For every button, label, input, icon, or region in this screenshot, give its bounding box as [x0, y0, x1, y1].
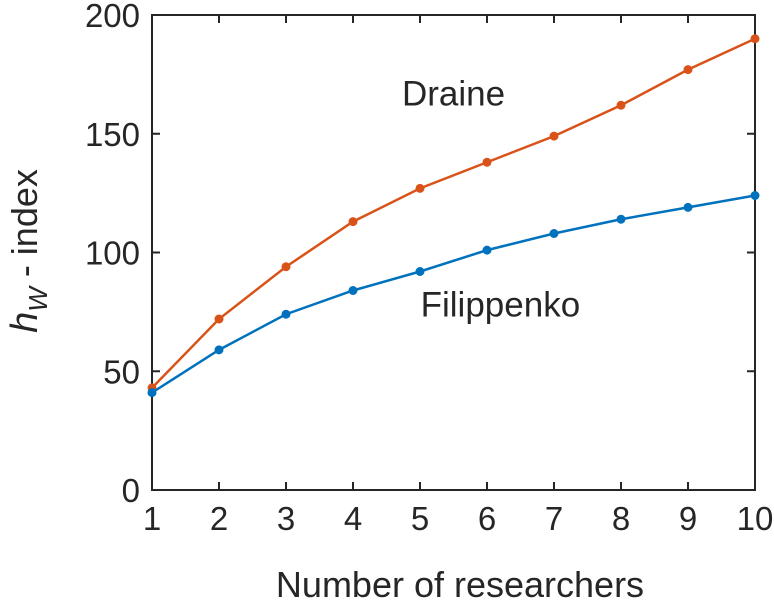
data-point-filippenko [616, 214, 626, 224]
y-axis-title-subscript: W [23, 285, 53, 312]
annotation-draine: Draine [402, 74, 505, 113]
data-point-draine [281, 262, 291, 272]
data-point-filippenko [348, 286, 358, 295]
y-tick-label: 100 [85, 235, 140, 272]
plot-area: 0 50 100 150 200 1 2 3 4 5 6 7 8 9 10 [85, 0, 773, 537]
series-draine [147, 34, 760, 393]
data-point-filippenko [750, 191, 760, 200]
annotation-filippenko: Filippenko [421, 286, 581, 325]
data-point-filippenko [281, 309, 291, 319]
data-point-filippenko [147, 388, 157, 398]
series-annotations: Draine Filippenko [402, 74, 580, 324]
x-tick-label: 4 [344, 500, 362, 537]
x-tick-label: 9 [679, 500, 697, 537]
x-tick-label: 8 [612, 500, 630, 537]
x-tick-label: 10 [737, 500, 774, 537]
data-point-draine [549, 131, 559, 141]
data-point-filippenko [214, 345, 224, 355]
data-point-draine [415, 183, 425, 193]
y-tick-label: 200 [85, 0, 140, 34]
data-point-draine [214, 314, 224, 324]
series-line-draine [151, 37, 756, 389]
data-point-filippenko [683, 202, 693, 212]
y-tick-label: 50 [103, 353, 140, 390]
x-tick-label: 1 [143, 500, 161, 537]
data-point-filippenko [415, 267, 425, 276]
y-tick-label: 150 [85, 116, 140, 153]
x-tick-label: 5 [411, 500, 429, 537]
x-tick-label: 2 [210, 500, 228, 537]
series-line-filippenko [151, 194, 756, 394]
y-axis-title-main: h [4, 312, 46, 333]
series-filippenko [147, 191, 760, 398]
data-point-draine [482, 157, 492, 167]
data-point-draine [348, 217, 358, 227]
x-tick-label: 3 [277, 500, 295, 537]
data-point-draine [616, 100, 626, 110]
data-point-draine [750, 34, 760, 44]
data-point-draine [683, 65, 693, 75]
y-tick-label: 0 [122, 472, 140, 509]
series-layer [147, 34, 760, 398]
y-axis-ticks: 0 50 100 150 200 [85, 0, 755, 509]
y-axis-title-suffix: - index [4, 169, 45, 287]
x-tick-label: 7 [545, 500, 563, 537]
x-axis-title: Number of researchers [276, 564, 644, 605]
y-axis-title: hW - index [4, 169, 53, 333]
x-tick-label: 6 [478, 500, 496, 537]
x-axis-ticks: 1 2 3 4 5 6 7 8 9 10 [143, 15, 774, 537]
data-point-filippenko [482, 245, 492, 255]
data-point-filippenko [549, 229, 559, 238]
